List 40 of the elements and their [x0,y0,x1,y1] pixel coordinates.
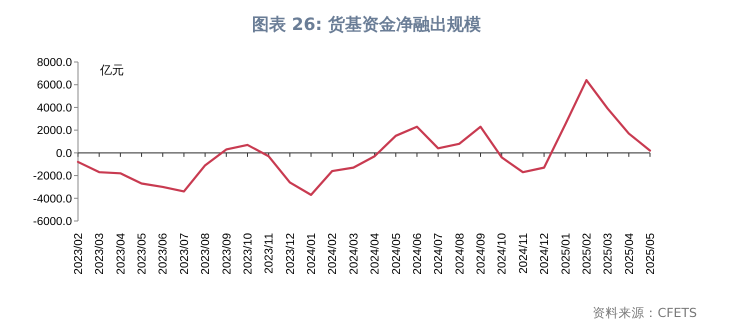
line-series [76,79,652,196]
y-tick-label: -6000.0 [32,216,72,228]
x-tick-label: 2024/01 [306,233,318,275]
x-tick-label: 2024/06 [412,233,424,275]
x-tick-label: 2023/09 [221,233,234,275]
text: 资料来源：CFETS [592,305,698,320]
x-tick-label: 2025/05 [645,233,657,275]
x-tick-label: 2023/07 [178,233,191,275]
x-tick-label: 2023/11 [264,233,276,274]
x-tick-label: 2023/02 [73,233,85,275]
y-tick-label: 8000.0 [36,57,72,69]
x-tick-label: 2025/01 [560,233,572,275]
y-axis-title: 亿元 [99,63,124,77]
x-tick-label: 2024/11 [518,233,530,274]
x-tick-label: 2023/06 [158,233,170,275]
chart-title: 图表 26: 货基资金净融出规模 [252,15,482,35]
x-tick-label: 2024/02 [327,233,340,275]
x-tick-label: 2024/07 [433,233,446,275]
x-tick-label: 2024/03 [348,233,360,275]
x-tick-label: 2023/05 [136,233,149,275]
y-tick-label: 0.0 [56,148,72,160]
y-tick-label: 4000.0 [36,102,72,114]
x-tick-label: 2023/04 [115,232,128,275]
x-tick-label: 2023/08 [200,233,212,275]
x-tick-label: 2025/03 [602,233,615,275]
x-tick-label: 2023/10 [242,233,254,275]
x-tick-label: 2024/04 [370,232,382,275]
x-tick-label: 2023/03 [94,233,106,275]
y-tick-label: 6000.0 [36,80,72,92]
y-tick-label: -2000.0 [32,170,72,183]
x-tick-label: 2024/05 [390,233,403,275]
x-tick-label: 2024/12 [539,233,552,275]
x-tick-label: 2024/08 [454,233,466,275]
x-tick-label: 2025/02 [581,233,594,275]
x-tick-label: 2025/04 [624,232,636,275]
y-tick-label: 2000.0 [36,125,72,138]
x-tick-label: 2024/09 [476,233,488,275]
y-tick-label: -4000.0 [32,193,72,206]
x-tick-label: 2024/10 [496,233,509,275]
x-tick-label: 2023/12 [284,233,297,275]
